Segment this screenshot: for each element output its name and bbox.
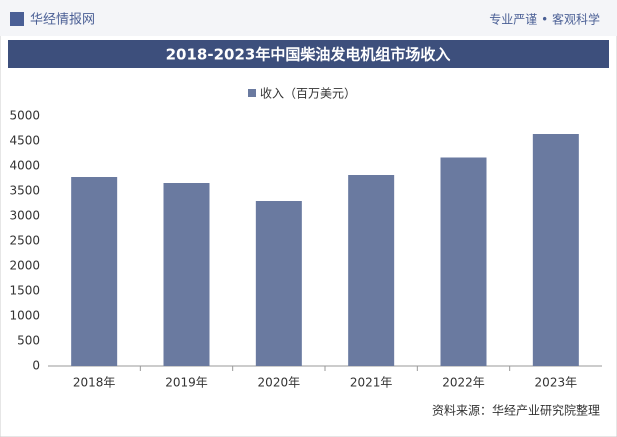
y-tick-label: 4000 xyxy=(9,159,40,173)
y-tick-label: 1000 xyxy=(9,309,40,323)
x-tick-label: 2021年 xyxy=(350,376,393,390)
y-tick-label: 2500 xyxy=(9,234,40,248)
brand: 华经情报网 xyxy=(30,13,95,28)
bar xyxy=(163,183,210,366)
x-tick-label: 2019年 xyxy=(165,376,208,390)
chart-title: 2018-2023年中国柴油发电机组市场收入 xyxy=(166,46,451,64)
bar xyxy=(440,157,487,366)
bar xyxy=(348,175,395,366)
y-tick-label: 4500 xyxy=(9,134,40,148)
y-tick-label: 3000 xyxy=(9,209,40,223)
bar xyxy=(532,134,579,366)
y-tick-label: 500 xyxy=(17,334,40,348)
title-banner xyxy=(8,40,609,68)
legend-swatch xyxy=(248,89,256,97)
y-tick-label: 3500 xyxy=(9,184,40,198)
y-tick-label: 0 xyxy=(32,359,40,373)
bar xyxy=(255,201,302,366)
x-tick-label: 2018年 xyxy=(73,376,116,390)
bar xyxy=(71,177,118,366)
x-tick-label: 2020年 xyxy=(258,376,301,390)
y-tick-label: 5000 xyxy=(9,109,40,123)
header-bar xyxy=(0,0,617,36)
source: 资料来源：华经产业研究院整理 xyxy=(432,403,600,418)
y-tick-label: 1500 xyxy=(9,284,40,298)
x-tick-label: 2022年 xyxy=(442,376,485,390)
slogan: 专业严谨 • 客观科学 xyxy=(489,12,600,27)
y-tick-label: 2000 xyxy=(9,259,40,273)
logo xyxy=(10,12,24,26)
legend-label: 收入（百万美元） xyxy=(260,87,356,101)
x-tick-label: 2023年 xyxy=(535,376,578,390)
